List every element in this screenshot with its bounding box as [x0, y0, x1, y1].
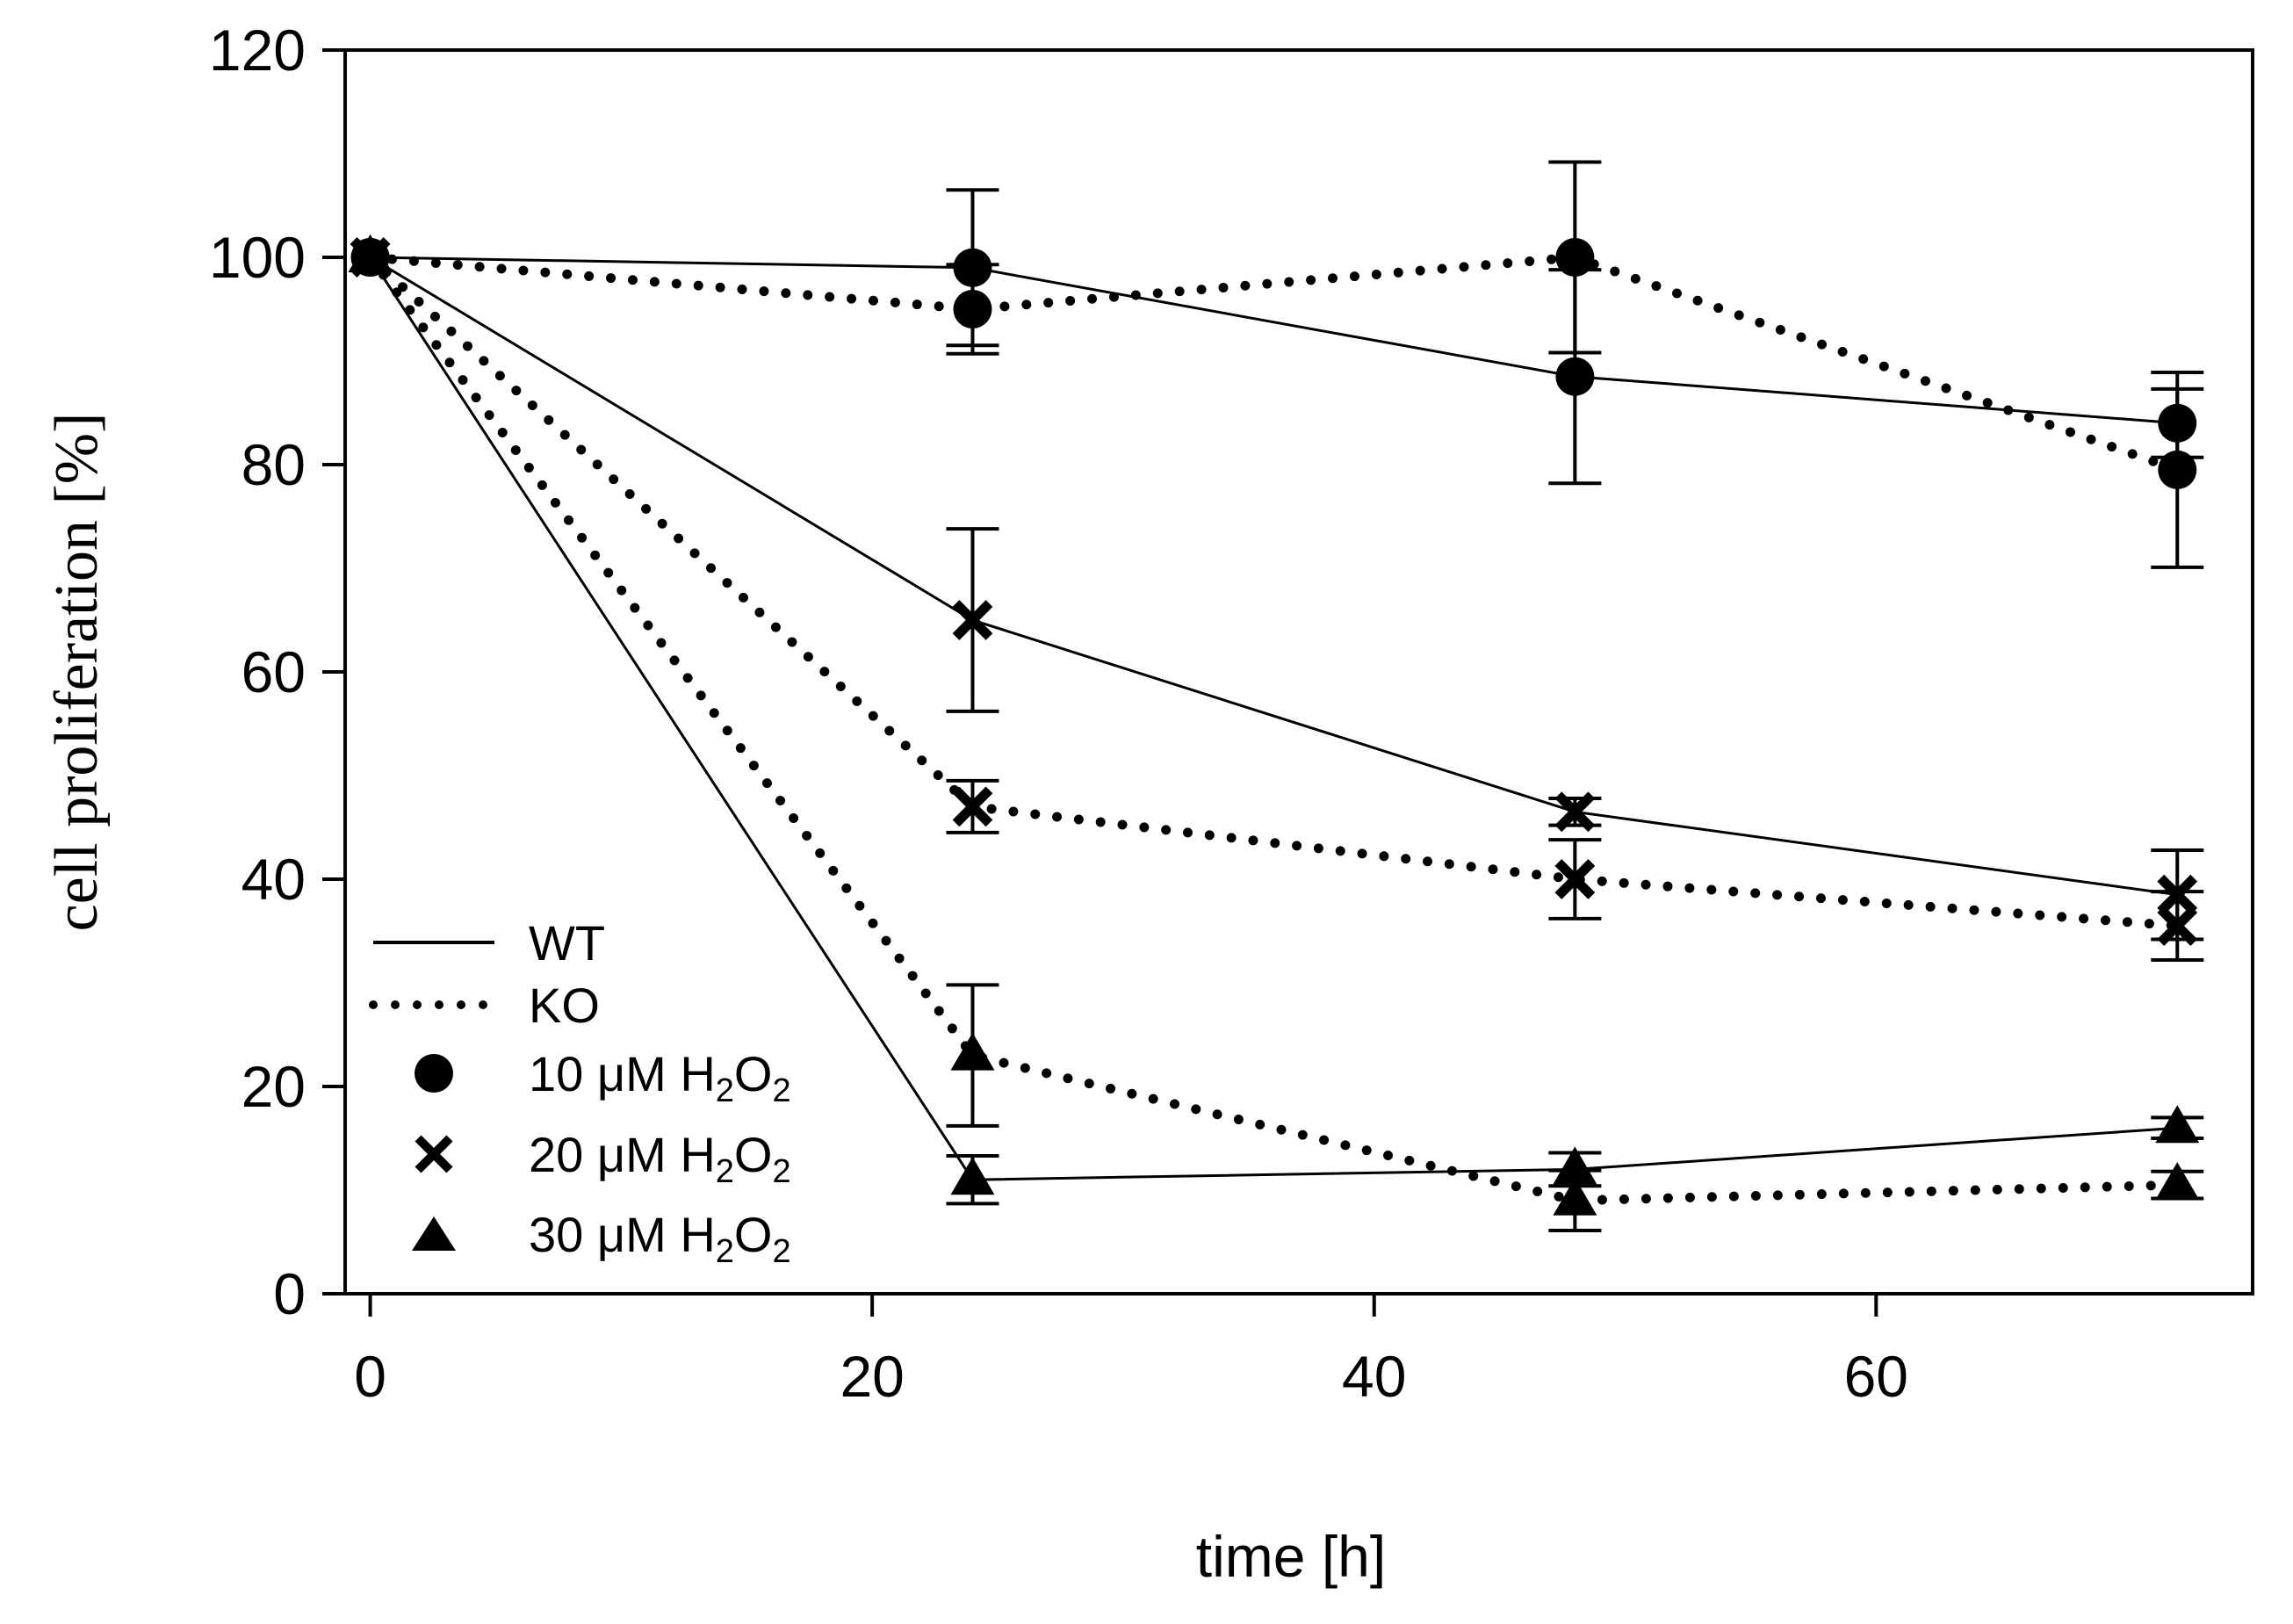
- legend-label-30uM: 30 μM H2O2: [529, 1207, 791, 1270]
- legend-30uM-sub2: 2: [772, 1233, 790, 1270]
- legend: WT KO 10 μM H2O2 20 μM H2O2 30 μM H2O2: [369, 915, 791, 1270]
- data-point-x-stroke: [2157, 874, 2198, 915]
- series-line: [369, 256, 2178, 897]
- legend-30uM-mid: O: [734, 1207, 773, 1262]
- data-point-circle: [1555, 238, 1595, 277]
- x-axis-label: time [h]: [1196, 1524, 1386, 1589]
- data-markers: [348, 235, 2200, 1216]
- legend-triangle-marker: [412, 1216, 456, 1251]
- legend-20uM-sub2: 2: [772, 1153, 790, 1190]
- data-point-triangle: [1553, 1177, 1597, 1216]
- data-point-circle: [2158, 403, 2197, 443]
- y-tick-label: 60: [242, 639, 306, 704]
- data-point-triangle: [348, 235, 393, 272]
- legend-10uM-prefix: 10 μM H: [529, 1046, 716, 1101]
- legend-label-wt: WT: [529, 915, 605, 971]
- legend-10uM-sub1: 2: [716, 1072, 734, 1109]
- data-point-x-stroke: [2157, 906, 2198, 946]
- y-axis-ticks: 0 20 40 60 80 100 120: [209, 18, 345, 1326]
- data-point-x: [1554, 791, 1596, 833]
- data-point-circle: [953, 290, 992, 328]
- data-point-triangle: [2155, 1162, 2200, 1201]
- legend-10uM-sub2: 2: [772, 1072, 790, 1109]
- axes: 0 20 40 60 0 20 40 60 80 100 120: [209, 18, 1908, 1409]
- data-point-circle: [1555, 357, 1595, 396]
- data-point-x: [952, 600, 993, 640]
- y-tick-label: 100: [209, 225, 306, 290]
- legend-30uM-sub1: 2: [716, 1233, 734, 1270]
- x-axis-ticks: 0 20 40 60: [354, 1294, 1908, 1409]
- y-tick-label: 80: [242, 432, 306, 497]
- series-line: [365, 252, 2182, 475]
- legend-30uM-prefix: 30 μM H: [529, 1207, 716, 1262]
- data-point-x: [1554, 859, 1596, 899]
- legend-20uM-sub1: 2: [716, 1153, 734, 1190]
- series-line: [370, 256, 2178, 425]
- data-point-x-stroke: [1554, 859, 1596, 899]
- legend-label-20uM: 20 μM H2O2: [529, 1127, 791, 1190]
- data-point-x: [2157, 874, 2198, 915]
- data-point-circle: [2158, 450, 2197, 489]
- series-line: [365, 252, 2182, 931]
- y-tick-label: 0: [273, 1261, 306, 1326]
- error-bars: [946, 160, 2204, 1233]
- y-tick-label: 20: [242, 1054, 306, 1119]
- y-tick-label: 120: [209, 18, 306, 83]
- data-point-circle: [953, 248, 992, 287]
- x-tick-label: 60: [1844, 1344, 1908, 1409]
- data-point-triangle: [1553, 1146, 1597, 1185]
- data-point-triangle: [950, 1157, 995, 1195]
- data-point-x-stroke: [952, 600, 993, 640]
- legend-x-marker: [415, 1135, 453, 1173]
- data-point-triangle: [950, 1032, 995, 1071]
- y-axis-label: cell proliferation [%]: [43, 413, 111, 932]
- data-point-x-stroke: [1554, 791, 1596, 833]
- series-line: [369, 256, 2178, 1181]
- legend-20uM-mid: O: [734, 1127, 773, 1182]
- legend-20uM-prefix: 20 μM H: [529, 1127, 716, 1182]
- data-point-x: [2157, 906, 2198, 946]
- x-tick-label: 0: [354, 1344, 386, 1409]
- x-tick-label: 20: [840, 1344, 904, 1409]
- legend-label-10uM: 10 μM H2O2: [529, 1046, 791, 1109]
- legend-circle-marker: [415, 1054, 453, 1093]
- y-tick-label: 40: [242, 847, 306, 912]
- series-lines: [365, 252, 2182, 1206]
- data-point-x-stroke: [952, 786, 993, 827]
- legend-10uM-mid: O: [734, 1046, 773, 1101]
- x-tick-label: 40: [1342, 1344, 1406, 1409]
- data-point-x: [952, 786, 993, 827]
- data-point-triangle: [2155, 1105, 2200, 1144]
- legend-label-ko: KO: [529, 978, 600, 1033]
- plot-frame: [343, 48, 2254, 1296]
